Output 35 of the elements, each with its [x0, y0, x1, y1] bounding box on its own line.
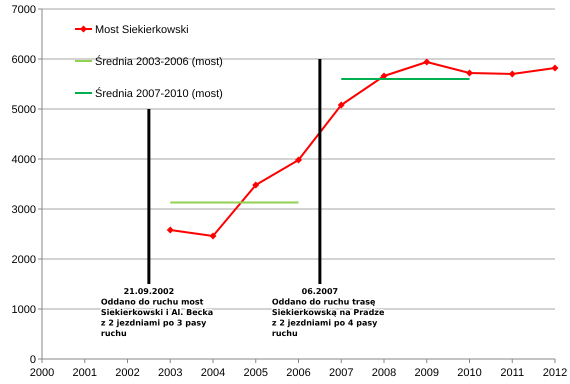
x-tick-label: 2000 — [30, 367, 54, 379]
legend-label: Średnia 2007-2010 (most) — [95, 87, 223, 100]
y-tick-label: 3000 — [12, 204, 36, 216]
x-tick-label: 2009 — [414, 367, 439, 379]
point — [552, 64, 558, 72]
annotation: 21.09.2002 Oddano do ruchu most Siekierkowski i Al. Becka z 2 jezdniami po 3 pasy ruchu — [100, 287, 214, 338]
x-tick-label: 2005 — [244, 367, 268, 379]
y-tick-label: 5000 — [12, 104, 36, 116]
x-tick-label: 2004 — [200, 367, 226, 379]
point — [295, 156, 302, 164]
x-tick-label: 2011 — [500, 367, 524, 379]
y-tick-label: 7000 — [12, 4, 36, 16]
point — [252, 182, 260, 188]
y-tick-label: 1000 — [12, 304, 36, 316]
x-tick-label: 2003 — [158, 367, 182, 379]
y-tick-label: 4000 — [12, 154, 36, 166]
point — [210, 232, 216, 240]
y-tick-label: 0 — [30, 354, 36, 366]
y-tick-label: 2000 — [12, 254, 36, 266]
x-tick-label: 2006 — [286, 367, 311, 379]
x-tick-label: 2012 — [542, 367, 568, 379]
point — [508, 70, 516, 78]
point — [166, 226, 174, 234]
point — [466, 70, 473, 76]
x-tick-label: 2002 — [115, 367, 140, 379]
legend-label: Most Siekierkowski — [95, 24, 189, 36]
y-tick-label: 6000 — [12, 54, 36, 66]
point — [338, 102, 345, 108]
x-tick-label: 2001 — [72, 367, 97, 379]
point — [423, 58, 430, 66]
x-tick-label: 2007 — [329, 367, 354, 379]
x-tick-label: 2008 — [372, 367, 396, 379]
annotation: 06.2007 Oddano do ruchu trasę Siekierkowską na Pradze z 2 jezdniami po 4 pasy ruchu — [272, 287, 385, 338]
legend-label: Średnia 2003-2006 (most) — [95, 55, 223, 68]
x-tick-label: 2010 — [457, 367, 482, 379]
